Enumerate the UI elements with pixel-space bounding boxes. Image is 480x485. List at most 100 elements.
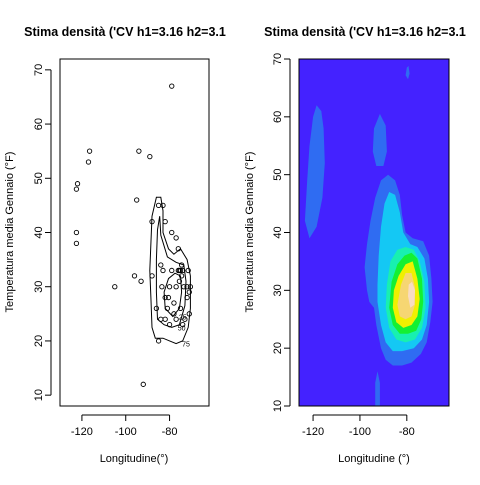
data-point bbox=[134, 197, 140, 203]
data-point bbox=[173, 235, 179, 241]
right-y-tick-label: 60 bbox=[272, 111, 284, 123]
data-point bbox=[187, 284, 194, 290]
right-x-tick-label: -100 bbox=[349, 426, 371, 438]
data-point bbox=[158, 316, 164, 322]
scatter-panel: Stima densità ('CV h1=3.16 h2=3.1 755025… bbox=[4, 25, 226, 465]
contour-line-75 bbox=[149, 196, 191, 345]
data-point bbox=[181, 284, 187, 290]
data-point bbox=[186, 289, 192, 295]
data-point bbox=[166, 322, 173, 328]
data-point bbox=[74, 181, 81, 187]
data-point bbox=[160, 267, 166, 274]
right-y-tick-label: 30 bbox=[272, 284, 284, 296]
data-point bbox=[178, 262, 185, 268]
left-x-tick-label: -80 bbox=[162, 426, 178, 438]
data-points bbox=[73, 83, 194, 387]
right-x-tick-label: -80 bbox=[399, 426, 415, 438]
data-point bbox=[85, 159, 92, 165]
left-x-tick-label: -120 bbox=[71, 426, 93, 438]
data-point bbox=[160, 202, 166, 209]
data-point bbox=[112, 284, 118, 290]
data-point bbox=[184, 284, 190, 290]
density-levels bbox=[304, 65, 433, 406]
density-level-region bbox=[375, 371, 380, 406]
contour-line-50 bbox=[155, 216, 187, 328]
right-y-tick-label: 50 bbox=[272, 169, 284, 181]
data-point bbox=[166, 284, 173, 290]
data-point bbox=[165, 294, 172, 301]
data-point bbox=[185, 267, 191, 274]
data-point bbox=[171, 311, 177, 317]
data-point bbox=[162, 316, 168, 322]
density-level-region bbox=[372, 113, 387, 166]
left-y-tick-label: 40 bbox=[33, 226, 45, 238]
data-point bbox=[138, 278, 144, 284]
data-point bbox=[162, 219, 168, 225]
data-point bbox=[158, 262, 164, 268]
data-point bbox=[182, 316, 188, 322]
density-level-region bbox=[408, 281, 415, 308]
right-y-axis: 10 20 30 40 50 60 70 bbox=[272, 53, 291, 412]
data-point bbox=[149, 219, 155, 225]
right-y-tick-label: 10 bbox=[272, 400, 284, 412]
data-point bbox=[162, 294, 168, 301]
data-point bbox=[178, 273, 185, 279]
data-point bbox=[171, 300, 177, 306]
data-point bbox=[173, 284, 179, 290]
left-x-axis: -120 -100 -80 bbox=[71, 414, 178, 438]
data-point bbox=[164, 305, 171, 312]
left-y-axis: 10 20 30 40 50 60 70 bbox=[33, 64, 52, 401]
right-y-tick-label: 40 bbox=[272, 226, 284, 238]
data-point bbox=[149, 273, 155, 279]
left-y-tick-label: 50 bbox=[33, 172, 45, 184]
right-x-tick-label: -120 bbox=[302, 426, 324, 438]
data-point bbox=[73, 229, 80, 236]
data-point bbox=[159, 284, 165, 290]
data-point bbox=[155, 338, 162, 344]
left-y-axis-title: Temperatura media Gennaio (°F) bbox=[4, 152, 16, 313]
data-point bbox=[177, 305, 184, 312]
data-point bbox=[173, 316, 179, 322]
data-point bbox=[140, 381, 146, 387]
data-point bbox=[184, 294, 190, 301]
right-x-axis: -120 -100 -80 bbox=[302, 414, 415, 438]
data-point bbox=[169, 267, 175, 274]
data-point bbox=[136, 148, 142, 154]
left-plot-frame bbox=[59, 58, 210, 407]
data-point bbox=[153, 305, 160, 312]
right-y-tick-label: 70 bbox=[272, 53, 284, 65]
data-point bbox=[73, 186, 80, 192]
data-point bbox=[73, 240, 80, 246]
right-plot-frame bbox=[298, 58, 450, 407]
data-point bbox=[180, 267, 186, 274]
left-chart-title: Stima densità ('CV h1=3.16 h2=3.1 bbox=[24, 25, 226, 39]
left-y-tick-label: 10 bbox=[33, 389, 45, 401]
right-y-tick-label: 20 bbox=[272, 342, 284, 354]
data-point bbox=[180, 322, 186, 328]
data-point bbox=[155, 202, 162, 209]
left-x-axis-title: Longitudine(°) bbox=[100, 453, 169, 465]
contour-label-50: 50 bbox=[178, 325, 186, 332]
data-point bbox=[176, 278, 183, 284]
density-level-region bbox=[405, 65, 410, 80]
left-y-tick-label: 60 bbox=[33, 118, 45, 130]
left-y-tick-label: 70 bbox=[33, 64, 45, 76]
right-y-axis-title: Temperatura media Gennaio (°F) bbox=[244, 152, 256, 313]
data-point bbox=[169, 83, 175, 89]
data-point bbox=[169, 229, 175, 236]
left-y-tick-label: 20 bbox=[33, 335, 45, 347]
left-x-tick-label: -100 bbox=[115, 426, 137, 438]
data-point bbox=[131, 273, 138, 279]
data-point bbox=[175, 246, 181, 252]
data-point bbox=[86, 148, 93, 154]
data-point bbox=[177, 267, 184, 274]
contour-line-25 bbox=[163, 272, 183, 318]
right-x-axis-title: Longitudine (°) bbox=[338, 453, 410, 465]
contour-label-75: 75 bbox=[182, 342, 190, 349]
data-point bbox=[147, 153, 153, 160]
left-y-tick-label: 30 bbox=[33, 281, 45, 293]
density-level-region bbox=[304, 105, 325, 239]
data-point bbox=[186, 311, 192, 317]
right-chart-title: Stima densità ('CV h1=3.16 h2=3.1 bbox=[264, 25, 466, 39]
